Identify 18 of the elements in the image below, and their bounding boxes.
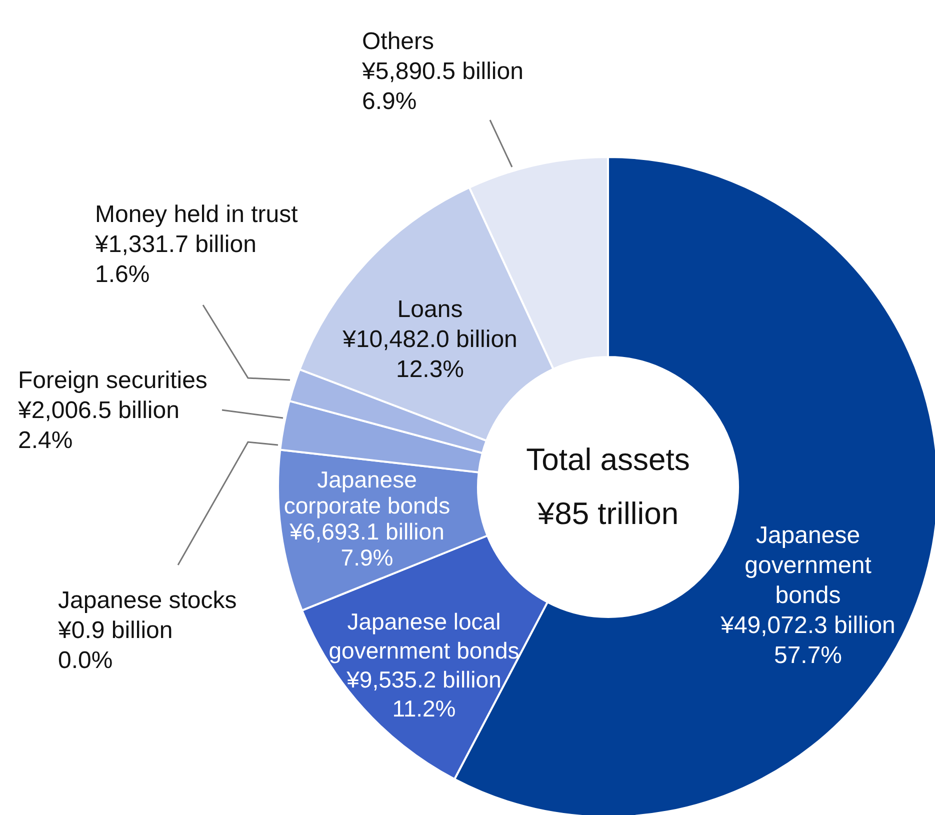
slice-label: Japanese corporate bonds: [284, 466, 450, 518]
slice-label: Japanese government bonds: [744, 522, 872, 610]
data-label: ¥6,693.1 billion 7.9%: [288, 518, 444, 570]
text: ¥85 trillion: [536, 496, 679, 531]
category-label: Japanese stocks: [58, 587, 237, 614]
data-label: ¥9,535.2 billion 11.2%: [346, 666, 502, 722]
slice-label: Money held in trust: [95, 201, 298, 228]
text: ¥0.9 billion 0.0%: [58, 617, 173, 674]
data-label: ¥1,331.7 billion 1.6%: [94, 231, 256, 288]
text: Total assets: [526, 442, 690, 477]
slice-label: Others: [362, 28, 434, 56]
data-label: ¥2,006.5 billion 2.4%: [17, 397, 180, 454]
data-label: ¥10,482.0 billion 12.3%: [342, 326, 518, 384]
data-label: ¥5,890.5 billion 6.9%: [361, 58, 524, 116]
slice-label: Foreign securities: [18, 367, 208, 394]
slice-label: Japanese local government bonds: [328, 608, 520, 664]
slice-label: Loans: [397, 296, 463, 324]
data-label: ¥49,072.3 billion 57.7%: [720, 612, 896, 670]
